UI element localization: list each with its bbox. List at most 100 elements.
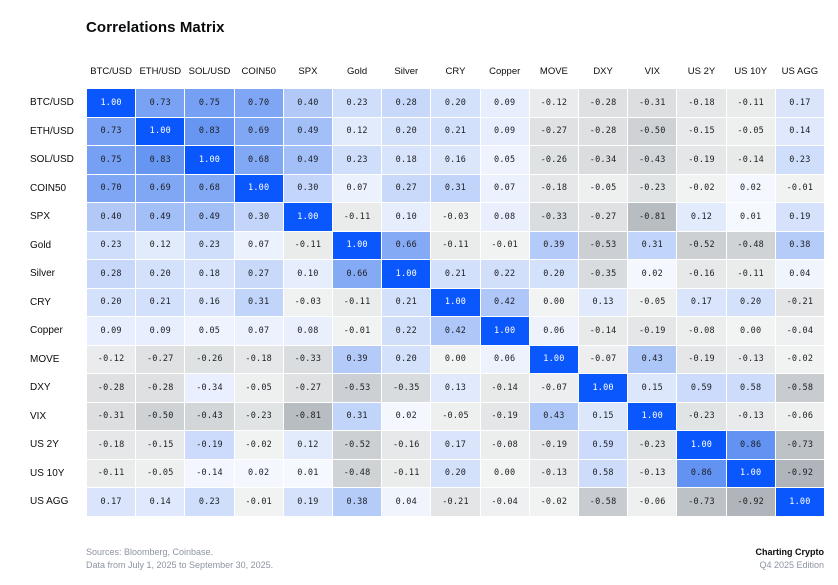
- matrix-cell: 1.00: [775, 488, 824, 516]
- row-label: Silver: [30, 268, 56, 280]
- matrix-cell: -0.27: [283, 374, 332, 402]
- matrix-row: US 10Y -0.11 -0.05 -0.14 0.02 0.01 -0.48 -0.11 0…: [30, 459, 824, 487]
- matrix-cell: -0.28: [136, 374, 185, 402]
- col-header: US 10Y: [734, 65, 768, 77]
- matrix-row: ETH/USD 0.73 1.00 0.83 0.69 0.49 0.12 0.20 0.21 0…: [30, 117, 824, 145]
- page-title: Correlations Matrix: [86, 19, 225, 36]
- matrix-cell: 0.17: [775, 89, 824, 117]
- matrix-cell: 0.43: [529, 402, 578, 430]
- matrix-cell: 0.20: [726, 288, 775, 316]
- matrix-cell: 0.58: [579, 459, 628, 487]
- matrix-cell: -0.33: [529, 203, 578, 231]
- matrix-row: SPX 0.40 0.49 0.49 0.30 1.00 -0.11 0.10 -0.03 0.0…: [30, 203, 824, 231]
- matrix-cell: 0.10: [382, 203, 431, 231]
- col-header: COIN50: [241, 65, 276, 77]
- col-header: CRY: [445, 65, 466, 77]
- matrix-cell: 0.04: [382, 488, 431, 516]
- row-label: COIN50: [30, 182, 67, 194]
- matrix-cell: 0.75: [185, 89, 234, 117]
- matrix-cell: 0.58: [726, 374, 775, 402]
- matrix-cell: -0.02: [775, 345, 824, 373]
- matrix-cell: 0.04: [775, 260, 824, 288]
- matrix-cell: -0.53: [579, 231, 628, 259]
- matrix-cell: 0.12: [677, 203, 726, 231]
- matrix-cell: -0.73: [677, 488, 726, 516]
- matrix-cell: -0.14: [185, 459, 234, 487]
- matrix-cell: 0.40: [283, 89, 332, 117]
- matrix-cell: -0.05: [579, 174, 628, 202]
- matrix-cell: 0.00: [529, 288, 578, 316]
- matrix-cell: -0.11: [283, 231, 332, 259]
- matrix-cell: -0.02: [677, 174, 726, 202]
- matrix-cell: -0.01: [333, 317, 382, 345]
- row-label: CRY: [30, 296, 51, 308]
- footer-sources: Sources: Bloomberg, Coinbase. Data from …: [86, 546, 273, 572]
- matrix-cell: -0.14: [579, 317, 628, 345]
- matrix-cell: -0.31: [628, 89, 677, 117]
- matrix-cell: 0.16: [185, 288, 234, 316]
- row-label: VIX: [30, 410, 47, 422]
- matrix-cell: -0.19: [529, 431, 578, 459]
- matrix-cell: -0.13: [726, 402, 775, 430]
- matrix-cell: -0.48: [333, 459, 382, 487]
- matrix-cell: 0.66: [382, 231, 431, 259]
- matrix-cell: -0.27: [529, 117, 578, 145]
- matrix-cell: 0.07: [333, 174, 382, 202]
- matrix-cell: 0.49: [283, 146, 332, 174]
- matrix-cell: 0.05: [480, 146, 529, 174]
- matrix-cell: 0.75: [87, 146, 136, 174]
- matrix-row: US 2Y -0.18 -0.15 -0.19 -0.02 0.12 -0.52 -0.16 0…: [30, 431, 824, 459]
- matrix-cell: -0.28: [579, 89, 628, 117]
- matrix-cell: -0.19: [480, 402, 529, 430]
- matrix-cell: 0.20: [431, 89, 480, 117]
- matrix-cell: -0.18: [677, 89, 726, 117]
- matrix-cell: -0.23: [234, 402, 283, 430]
- matrix-cell: 0.27: [382, 174, 431, 202]
- footer-brand: Charting Crypto Q4 2025 Edition: [756, 546, 825, 572]
- matrix-cell: 0.13: [431, 374, 480, 402]
- matrix-cell: -0.50: [628, 117, 677, 145]
- matrix-cell: -0.34: [185, 374, 234, 402]
- matrix-cell: -0.27: [136, 345, 185, 373]
- matrix-cell: 0.01: [283, 459, 332, 487]
- matrix-row: MOVE -0.12 -0.27 -0.26 -0.18 -0.33 0.39 0.20 0.0…: [30, 345, 824, 373]
- matrix-cell: -0.18: [529, 174, 578, 202]
- matrix-cell: -0.05: [628, 288, 677, 316]
- matrix-cell: 0.70: [234, 89, 283, 117]
- matrix-cell: 0.68: [234, 146, 283, 174]
- matrix-cell: -0.16: [382, 431, 431, 459]
- col-header: US AGG: [781, 65, 819, 77]
- matrix-cell: 0.17: [87, 488, 136, 516]
- matrix-cell: -0.43: [628, 146, 677, 174]
- matrix-cell: -0.05: [726, 117, 775, 145]
- sources-line: Sources: Bloomberg, Coinbase.: [86, 547, 214, 557]
- matrix-cell: 0.02: [382, 402, 431, 430]
- brand-name: Charting Crypto: [755, 547, 825, 557]
- matrix-cell: 0.59: [579, 431, 628, 459]
- matrix-cell: -0.28: [87, 374, 136, 402]
- matrix-cell: -0.02: [234, 431, 283, 459]
- matrix-corner-cell: [30, 62, 86, 80]
- col-header: VIX: [644, 65, 660, 77]
- col-header: SPX: [298, 65, 318, 77]
- matrix-cell: 1.00: [136, 117, 185, 145]
- matrix-cell: -0.11: [726, 89, 775, 117]
- matrix-cell: -0.12: [87, 345, 136, 373]
- matrix-cell: 0.09: [480, 89, 529, 117]
- matrix-cell: 0.20: [382, 345, 431, 373]
- matrix-row: Gold 0.23 0.12 0.23 0.07 -0.11 1.00 0.66 -0.11 -0…: [30, 231, 824, 259]
- row-label: SOL/USD: [30, 154, 74, 166]
- matrix-cell: 0.38: [775, 231, 824, 259]
- matrix-cell: -0.23: [628, 174, 677, 202]
- matrix-cell: -0.35: [382, 374, 431, 402]
- matrix-cell: -0.03: [283, 288, 332, 316]
- matrix-cell: 0.42: [431, 317, 480, 345]
- matrix-cell: -0.19: [185, 431, 234, 459]
- row-label: BTC/USD: [30, 97, 74, 109]
- matrix-cell: 0.16: [431, 146, 480, 174]
- col-header: Copper: [489, 65, 521, 77]
- matrix-cell: -0.58: [579, 488, 628, 516]
- matrix-cell: 0.69: [234, 117, 283, 145]
- matrix-row: CRY 0.20 0.21 0.16 0.31 -0.03 -0.11 0.21 1.00 0.4…: [30, 288, 824, 316]
- matrix-cell: -0.58: [775, 374, 824, 402]
